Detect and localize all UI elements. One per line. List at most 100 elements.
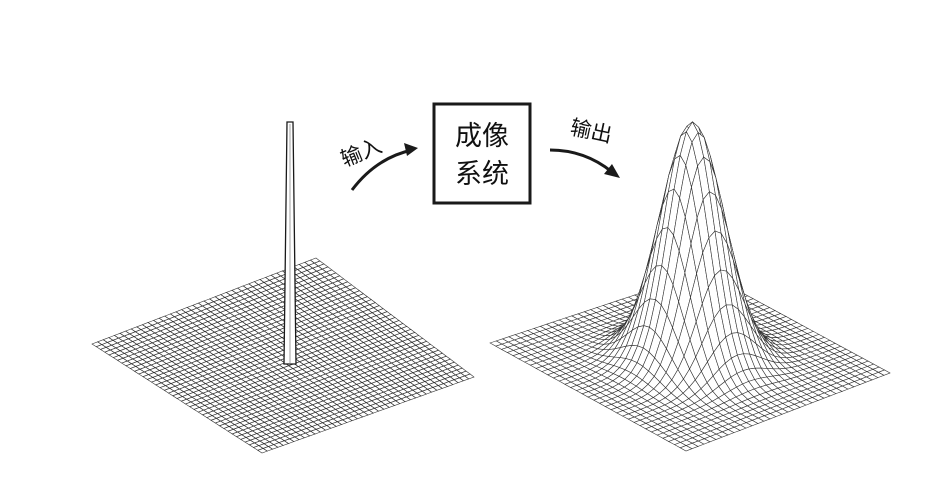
mesh-cell	[412, 370, 423, 376]
mesh-cell	[289, 375, 301, 382]
mesh-cell	[326, 313, 338, 320]
mesh-cell	[177, 374, 189, 380]
mesh-cell	[430, 372, 442, 379]
mesh-cell	[235, 290, 247, 297]
mesh-cell	[339, 387, 351, 394]
mesh-cell	[343, 373, 355, 379]
mesh-cell	[337, 278, 349, 285]
mesh-cell	[278, 440, 290, 446]
mesh-cell	[370, 315, 381, 321]
mesh-cell	[299, 411, 311, 417]
mesh-cell	[422, 366, 434, 373]
mesh-cell	[183, 389, 195, 395]
mesh-cell	[417, 350, 429, 357]
mesh-cell	[307, 312, 319, 318]
mesh-cell	[250, 377, 261, 383]
mesh-cell	[377, 374, 389, 380]
mesh-cell	[303, 326, 315, 333]
mesh-cell	[183, 332, 195, 339]
mesh-cell	[268, 439, 280, 445]
mesh-cell	[237, 386, 249, 392]
mesh-cell	[180, 342, 192, 348]
mesh-cell	[276, 389, 288, 395]
mesh-cell	[322, 310, 334, 317]
mesh-cell	[116, 357, 128, 364]
mesh-cell	[273, 347, 284, 353]
mesh-cell	[361, 397, 373, 403]
mesh-cell	[295, 303, 307, 309]
mesh-cell	[362, 375, 374, 381]
mesh-cell	[354, 351, 366, 358]
mesh-cell	[320, 284, 332, 291]
mesh-cell	[133, 351, 145, 358]
mesh-cell	[176, 356, 188, 363]
mesh-cell	[322, 346, 333, 352]
mesh-cell	[319, 373, 331, 380]
mesh-cell	[258, 383, 270, 389]
mesh-cell	[318, 378, 329, 384]
mesh-cell	[250, 433, 262, 439]
mesh-cell	[209, 401, 221, 407]
mesh-cell	[378, 351, 390, 358]
mesh-cell	[306, 387, 317, 393]
mesh-cell	[121, 360, 133, 367]
mesh-cell	[135, 363, 147, 370]
mesh-cell	[398, 366, 410, 373]
mesh-cell	[308, 324, 320, 331]
mesh-cell	[187, 317, 199, 324]
mesh-cell	[307, 347, 318, 354]
mesh-cell	[139, 366, 151, 373]
mesh-cell	[144, 347, 156, 353]
mesh-cell	[238, 346, 250, 353]
mesh-cell	[368, 373, 379, 379]
mesh-cell	[266, 388, 278, 395]
mesh-cell	[263, 328, 275, 335]
mesh-cell	[286, 424, 298, 430]
mesh-cell	[263, 363, 275, 370]
mesh-cell	[186, 304, 198, 311]
mesh-cell	[226, 302, 238, 309]
mesh-cell	[263, 441, 275, 447]
mesh-cell	[164, 383, 176, 389]
mesh-cell	[308, 294, 320, 300]
mesh-cell	[339, 370, 351, 377]
mesh-cell	[180, 324, 192, 331]
mesh-cell	[315, 335, 327, 342]
mesh-cell	[240, 393, 252, 400]
mesh-cell	[312, 345, 324, 352]
mesh-cell	[219, 379, 231, 386]
mesh-cell	[411, 339, 422, 346]
mesh-cell	[126, 341, 138, 347]
mesh-cell	[318, 361, 329, 367]
mesh-cell	[425, 356, 437, 363]
mesh-cell	[176, 396, 188, 402]
mesh-cell	[182, 319, 194, 326]
mesh-cell	[174, 383, 186, 390]
mesh-cell	[353, 408, 365, 415]
mesh-cell	[274, 342, 286, 348]
mesh-cell	[246, 304, 258, 311]
mesh-cell	[249, 360, 261, 366]
mesh-cell	[284, 395, 296, 401]
mesh-cell	[394, 381, 406, 387]
mesh-cell	[347, 415, 359, 422]
mesh-cell	[281, 370, 293, 376]
mesh-cell	[239, 311, 250, 318]
mesh-cell	[278, 418, 290, 425]
mesh-cell	[350, 384, 362, 390]
mesh-cell	[348, 393, 359, 400]
mesh-cell	[189, 330, 201, 337]
mesh-cell	[183, 314, 195, 321]
mesh-cell	[317, 263, 329, 270]
mesh-cell	[316, 299, 327, 306]
mesh-cell	[420, 340, 432, 347]
mesh-cell	[362, 357, 374, 364]
mesh-cell	[364, 387, 375, 394]
mesh-cell	[224, 399, 236, 406]
mesh-cell	[155, 343, 167, 349]
mesh-cell	[146, 377, 158, 383]
mesh-cell	[224, 343, 236, 349]
mesh-cell	[347, 341, 359, 347]
mesh-cell	[215, 307, 227, 313]
mesh-cell	[319, 289, 331, 296]
